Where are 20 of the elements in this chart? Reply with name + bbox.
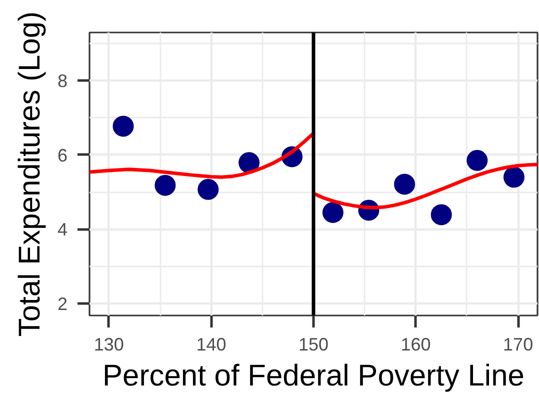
- y-tick-label: 6: [57, 145, 68, 166]
- point: [154, 174, 176, 196]
- y-axis-title: Total Expenditures (Log): [13, 11, 46, 337]
- point: [466, 150, 488, 171]
- x-tick-label: 170: [503, 334, 534, 354]
- point: [112, 116, 134, 137]
- point: [430, 204, 452, 226]
- y-tick-label: 2: [57, 294, 68, 314]
- y-tick-label: 8: [57, 70, 68, 91]
- point: [394, 174, 416, 195]
- point: [322, 202, 344, 223]
- x-tick-label: 150: [298, 334, 329, 354]
- x-axis-title: Percent of Federal Poverty Line: [102, 360, 524, 392]
- point: [503, 166, 524, 188]
- point: [198, 178, 219, 200]
- x-tick-label: 130: [94, 334, 124, 354]
- x-tick-label: 160: [400, 334, 431, 354]
- point: [238, 152, 260, 174]
- y-tick-label: 4: [57, 220, 68, 240]
- x-tick-label: 140: [196, 334, 226, 354]
